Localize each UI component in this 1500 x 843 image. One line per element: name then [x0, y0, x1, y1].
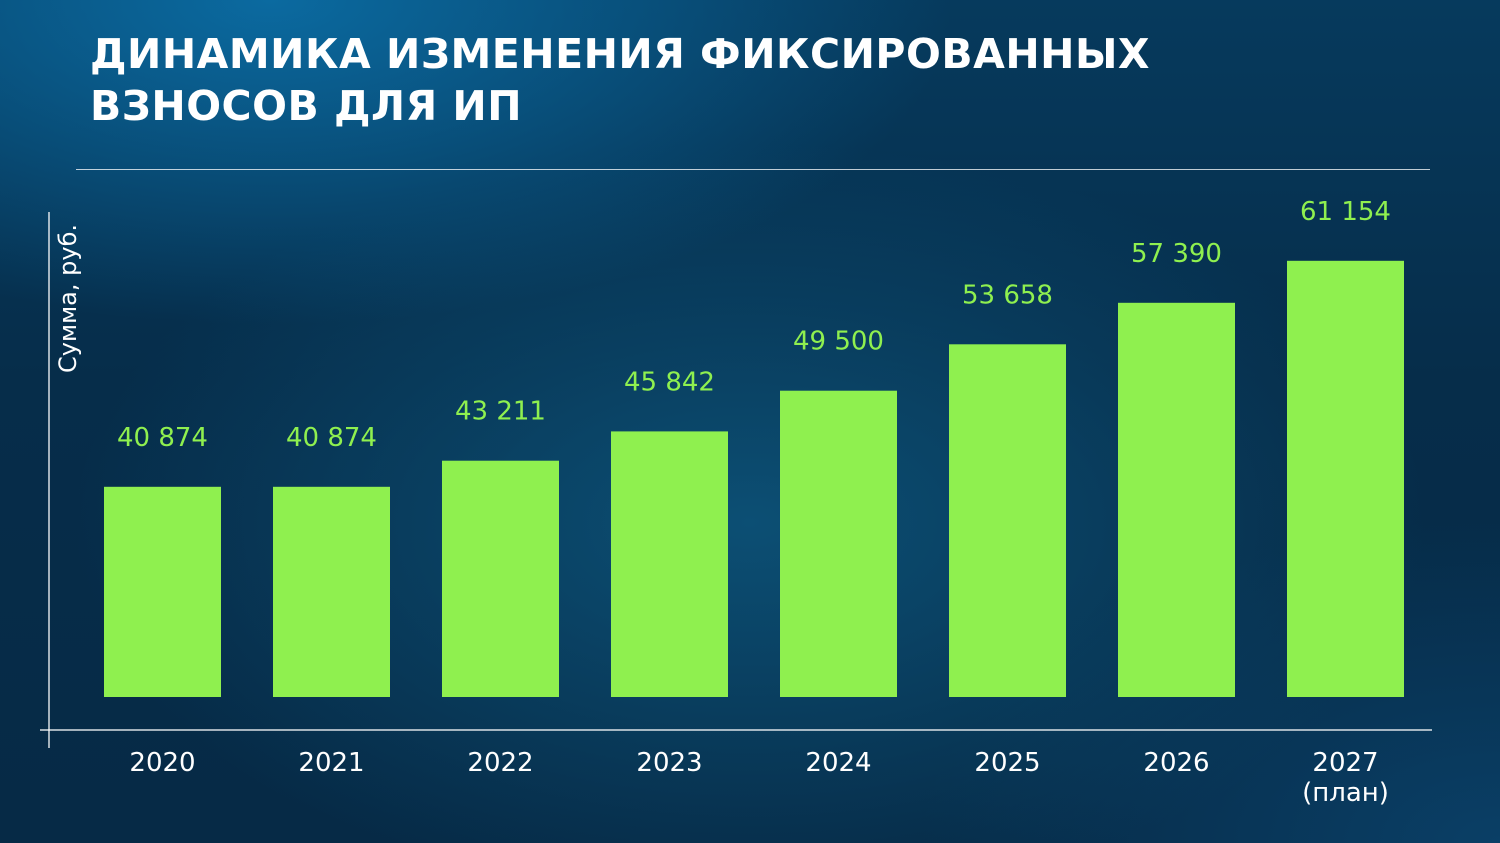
title-divider	[76, 169, 1430, 170]
x-tick-labels: 2020 2021 2022 2023 2024 2025 2026 2027 (план)	[129, 748, 1389, 808]
chart-title-line-1: ДИНАМИКА ИЗМЕНЕНИЯ ФИКСИРОВАННЫХ	[90, 30, 1151, 78]
x-tick-label-2021: 2021	[298, 748, 364, 778]
bar-2024	[780, 390, 897, 697]
x-tick-label-2024: 2024	[805, 748, 871, 778]
x-tick-label-2027: 2027 (план)	[1302, 748, 1389, 808]
value-label-2022: 43 211	[455, 397, 546, 427]
bar-2022	[442, 460, 559, 697]
x-tick-label-2025: 2025	[974, 748, 1040, 778]
value-label-2027: 61 154	[1300, 197, 1391, 227]
x-tick-label-2022: 2022	[467, 748, 533, 778]
bar-2021	[273, 486, 390, 697]
bar-2026	[1118, 302, 1235, 697]
value-labels: 40 874 40 874 43 211 45 842 49 500 53 658 57 3…	[117, 197, 1391, 453]
value-label-2024: 49 500	[793, 327, 884, 357]
chart-title-line-2: ВЗНОСОВ ДЛЯ ИП	[90, 82, 523, 130]
chart-title: ДИНАМИКА ИЗМЕНЕНИЯ ФИКСИРОВАННЫХ ВЗНОСОВ…	[90, 28, 1340, 132]
value-label-2021: 40 874	[286, 423, 377, 453]
bar-2020	[104, 486, 221, 697]
y-axis: Сумма, руб.	[48, 212, 82, 748]
x-tick-label-2020: 2020	[129, 748, 195, 778]
value-label-2023: 45 842	[624, 367, 715, 397]
x-tick-label-2026: 2026	[1143, 748, 1209, 778]
bar-2023	[611, 431, 728, 697]
x-tick-label-2023: 2023	[636, 748, 702, 778]
y-axis-label: Сумма, руб.	[54, 224, 82, 373]
value-label-2025: 53 658	[962, 280, 1053, 310]
value-label-2026: 57 390	[1131, 239, 1222, 269]
bar-2027	[1287, 260, 1404, 697]
value-label-2020: 40 874	[117, 423, 208, 453]
bar-2025	[949, 344, 1066, 697]
bars	[104, 260, 1404, 697]
